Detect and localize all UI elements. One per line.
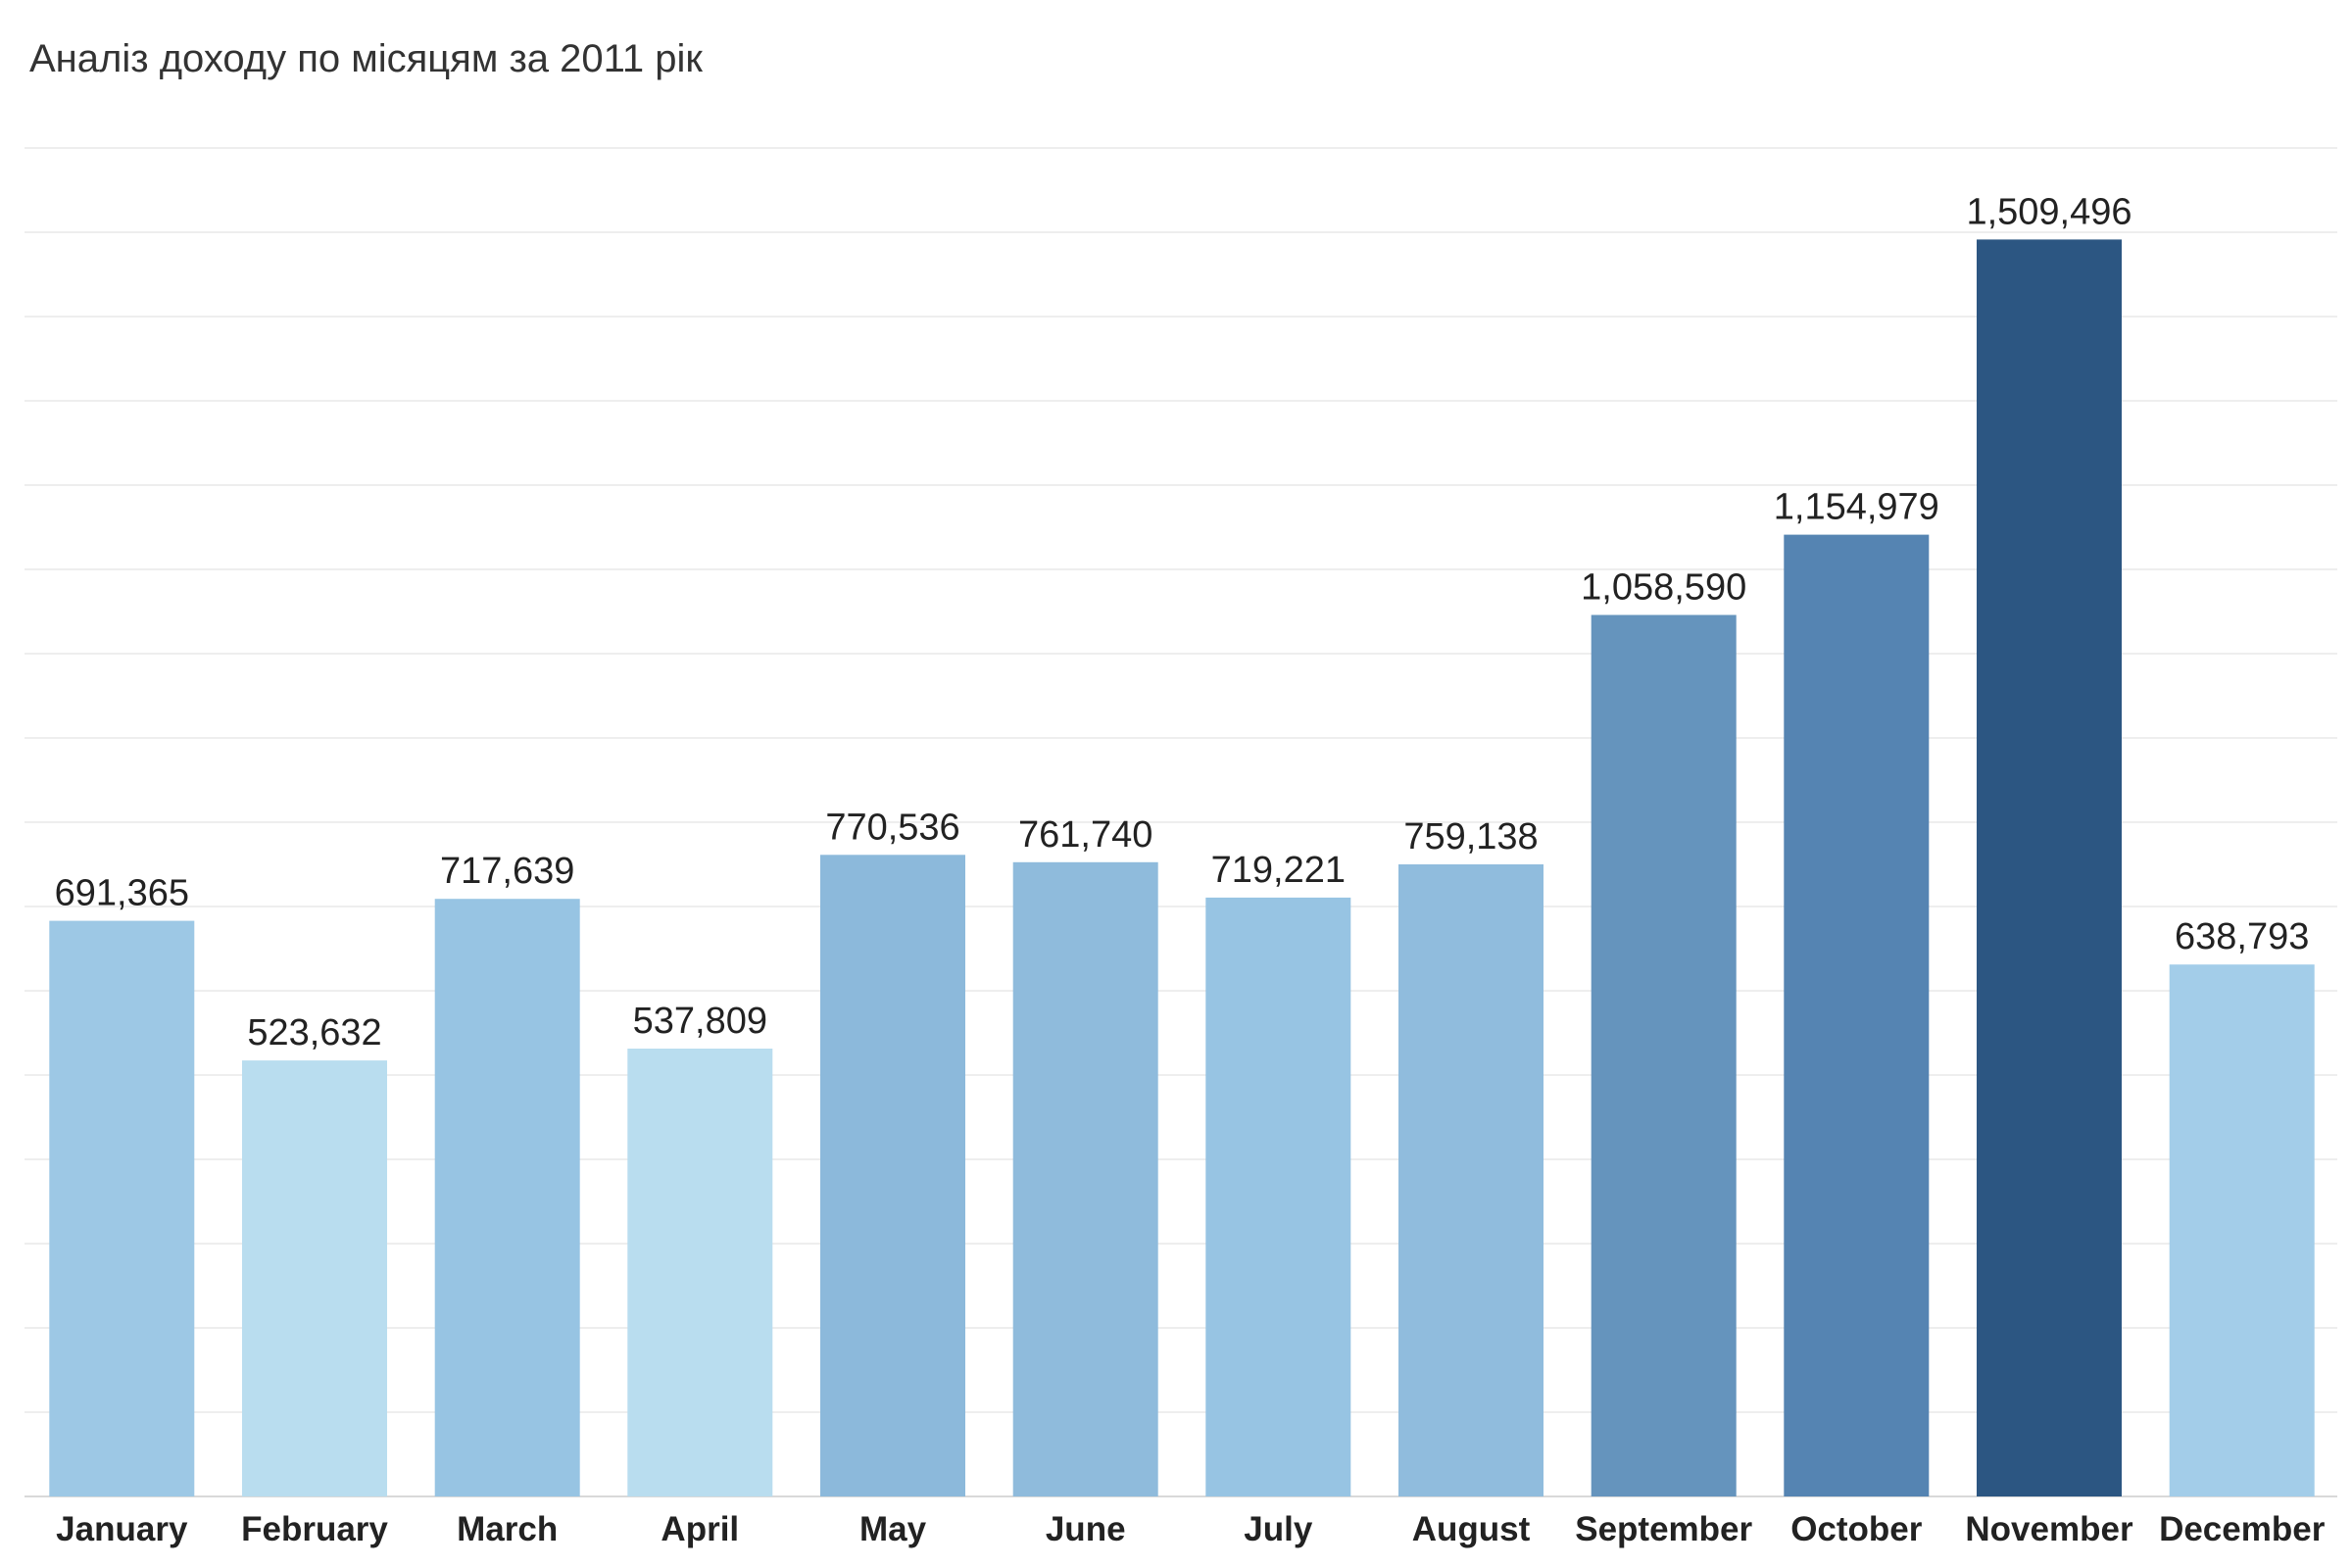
x-tick-august: August — [1412, 1510, 1531, 1548]
bar-february[interactable] — [242, 1060, 387, 1496]
bar-june[interactable] — [1012, 861, 1158, 1496]
data-label-may: 770,536 — [825, 807, 959, 848]
bar-august[interactable] — [1398, 864, 1544, 1496]
x-tick-december: December — [2159, 1510, 2326, 1548]
data-label-august: 759,138 — [1403, 816, 1538, 858]
bar-october[interactable] — [1784, 534, 1930, 1496]
x-axis-tick-labels: January February March April May June July Augu… — [56, 1510, 2326, 1548]
chart-title: Аналіз доходу по місяцям за 2011 рік — [29, 37, 703, 80]
data-label-april: 537,809 — [633, 1001, 767, 1042]
x-tick-november: November — [1965, 1510, 2133, 1548]
data-label-july: 719,221 — [1211, 850, 1346, 891]
x-tick-october: October — [1790, 1510, 1923, 1548]
x-tick-january: January — [56, 1510, 188, 1548]
data-label-february: 523,632 — [247, 1012, 381, 1054]
x-tick-september: September — [1575, 1510, 1752, 1548]
x-tick-july: July — [1244, 1510, 1313, 1548]
x-tick-june: June — [1046, 1510, 1126, 1548]
bars — [49, 239, 2315, 1497]
data-label-march: 717,639 — [440, 851, 574, 892]
bar-september[interactable] — [1591, 614, 1737, 1497]
data-label-december: 638,793 — [2175, 916, 2309, 957]
bar-july[interactable] — [1205, 897, 1351, 1496]
grid-lines — [24, 147, 2337, 1497]
data-label-september: 1,058,590 — [1581, 567, 1746, 609]
bar-november[interactable] — [1977, 239, 2122, 1496]
bar-may[interactable] — [820, 855, 965, 1496]
data-labels: 691,365 523,632 717,639 537,809 770,536 761,7… — [55, 191, 2310, 1054]
bar-march[interactable] — [434, 899, 580, 1496]
data-label-october: 1,154,979 — [1774, 487, 1939, 528]
x-tick-may: May — [859, 1510, 927, 1548]
bar-april[interactable] — [627, 1049, 773, 1496]
bar-january[interactable] — [49, 920, 195, 1496]
data-label-june: 761,740 — [1018, 814, 1152, 856]
data-label-january: 691,365 — [55, 873, 189, 914]
x-tick-march: March — [457, 1510, 558, 1548]
data-label-november: 1,509,496 — [1966, 191, 2132, 232]
bar-december[interactable] — [2169, 964, 2315, 1496]
x-tick-april: April — [661, 1510, 739, 1548]
x-tick-february: February — [241, 1510, 388, 1548]
